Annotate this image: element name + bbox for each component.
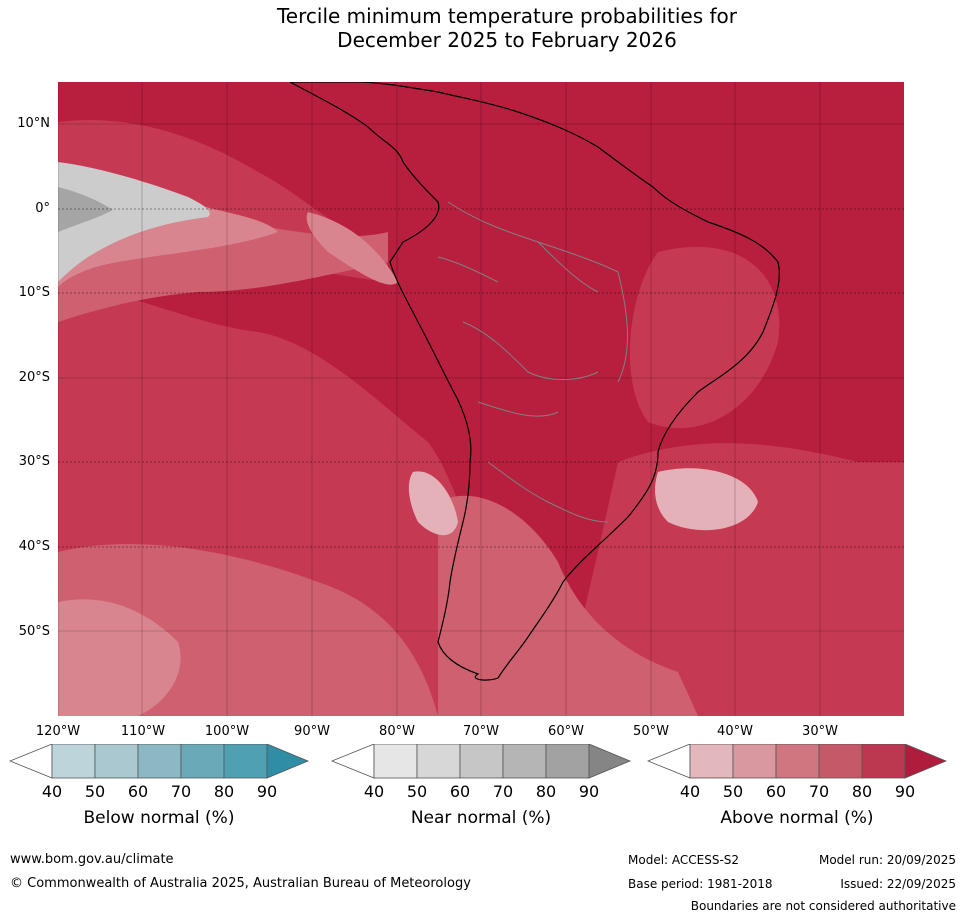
above-80-region-atlantic (558, 443, 904, 716)
lon-label-50w: 50°W (633, 724, 669, 739)
below-tick-40: 40 (41, 782, 63, 801)
above-tick-80: 80 (851, 782, 873, 801)
footer-disclaimer: Boundaries are not considered authoritat… (690, 899, 956, 913)
above-70-region-patagonia (438, 495, 698, 716)
near-swatch-3 (459, 744, 504, 779)
footer-base-period: Base period: 1981-2018 (628, 877, 773, 891)
near-swatch-2 (416, 744, 461, 779)
below-swatch-2 (94, 744, 139, 779)
above-60-region-peru-coast (306, 212, 398, 285)
lat-label-30s: 30°S (18, 454, 50, 469)
above-swatch-0 (646, 744, 691, 779)
title-line-2: December 2025 to February 2026 (337, 28, 677, 52)
lat-label-0: 0° (35, 201, 50, 216)
above-tick-40: 40 (679, 782, 701, 801)
near-swatch-1 (373, 744, 418, 779)
lon-label-90w: 90°W (294, 724, 330, 739)
near-swatch-5 (545, 744, 590, 779)
above-swatch-2 (732, 744, 777, 779)
above-swatch-5 (861, 744, 906, 779)
coastline-south-america (289, 82, 780, 681)
below-tick-70: 70 (170, 782, 192, 801)
above-normal-colorbar (646, 744, 948, 779)
below-tick-90: 90 (256, 782, 278, 801)
below-swatch-0 (8, 744, 53, 779)
above-swatch-3 (775, 744, 820, 779)
lon-label-60w: 60°W (548, 724, 584, 739)
lat-label-20s: 20°S (18, 370, 50, 385)
gridlines (58, 82, 904, 716)
footer-model: Model: ACCESS-S2 (628, 853, 740, 867)
lon-label-80w: 80°W (379, 724, 415, 739)
above-tick-90: 90 (894, 782, 916, 801)
below-normal-title: Below normal (%) (83, 808, 235, 828)
near-normal-80-region (58, 187, 113, 232)
lat-label-40s: 40°S (18, 539, 50, 554)
below-swatch-3 (137, 744, 182, 779)
footer-copyright: © Commonwealth of Australia 2025, Austra… (10, 876, 471, 891)
above-tick-70: 70 (808, 782, 830, 801)
near-tick-50: 50 (406, 782, 428, 801)
below-swatch-1 (51, 744, 96, 779)
below-tick-60: 60 (127, 782, 149, 801)
footer-url[interactable]: www.bom.gov.au/climate (10, 852, 174, 867)
above-swatch-6 (904, 744, 948, 779)
above-50-region-atlantic-south (655, 468, 758, 531)
country-borders (437, 201, 628, 523)
near-normal-60-region (58, 162, 210, 282)
above-swatch-1 (689, 744, 734, 779)
near-tick-80: 80 (535, 782, 557, 801)
below-swatch-4 (180, 744, 225, 779)
below-tick-80: 80 (213, 782, 235, 801)
below-swatch-5 (223, 744, 268, 779)
footer-issued: Issued: 22/09/2025 (840, 877, 956, 891)
above-normal-title: Above normal (%) (720, 808, 874, 828)
lat-label-10s: 10°S (18, 285, 50, 300)
above-50-region-chile (408, 471, 458, 536)
above-tick-60: 60 (765, 782, 787, 801)
lon-label-30w: 30°W (802, 724, 838, 739)
lat-label-50s: 50°S (18, 624, 50, 639)
near-normal-title: Near normal (%) (410, 808, 552, 828)
near-swatch-4 (502, 744, 547, 779)
above-swatch-4 (818, 744, 863, 779)
near-normal-colorbar (330, 744, 632, 779)
lon-label-120w: 120°W (35, 724, 81, 739)
lat-label-10n: 10°N (17, 116, 50, 131)
lon-label-70w: 70°W (463, 724, 499, 739)
lon-label-110w: 110°W (120, 724, 166, 739)
near-swatch-0 (330, 744, 375, 779)
above-60-region-south-west (58, 599, 181, 716)
footer-model-run: Model run: 20/09/2025 (818, 853, 956, 867)
title-line-1: Tercile minimum temperature probabilitie… (276, 4, 738, 28)
near-tick-70: 70 (492, 782, 514, 801)
above-80-region-brazil (629, 246, 780, 429)
lon-label-40w: 40°W (717, 724, 753, 739)
near-tick-40: 40 (363, 782, 385, 801)
near-swatch-6 (588, 744, 632, 779)
below-swatch-6 (266, 744, 310, 779)
above-tick-50: 50 (722, 782, 744, 801)
below-tick-50: 50 (84, 782, 106, 801)
map-title: Tercile minimum temperature probabilitie… (0, 4, 965, 52)
near-tick-90: 90 (578, 782, 600, 801)
lon-label-100w: 100°W (204, 724, 250, 739)
map-svg (58, 82, 904, 716)
probability-map[interactable] (58, 82, 904, 716)
below-normal-colorbar (8, 744, 310, 779)
near-tick-60: 60 (449, 782, 471, 801)
